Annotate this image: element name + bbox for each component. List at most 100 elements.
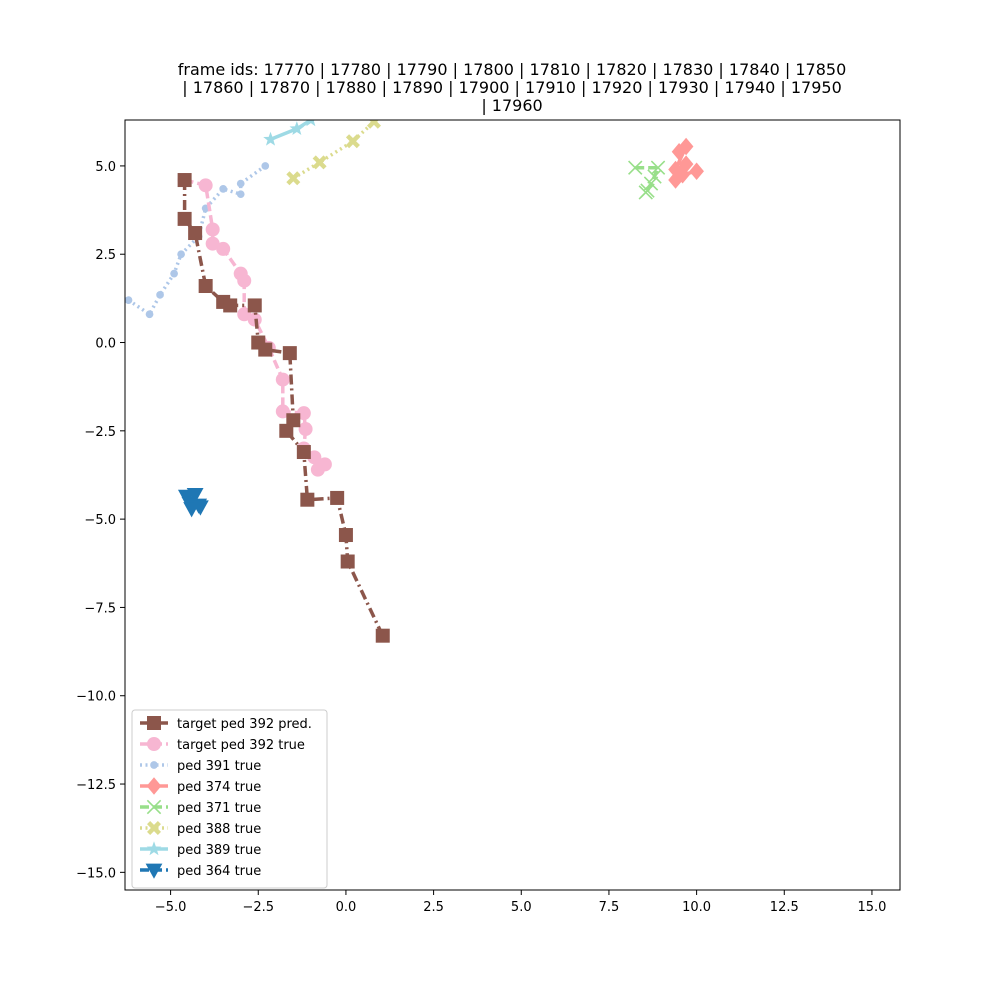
data-point xyxy=(289,121,305,136)
y-tick-label: −7.5 xyxy=(84,601,116,616)
data-point xyxy=(366,120,381,129)
legend-label: ped 391 true xyxy=(177,759,261,774)
data-point xyxy=(678,137,694,156)
data-point xyxy=(307,450,322,465)
x-tick-label: 0.0 xyxy=(336,900,357,915)
data-point xyxy=(170,269,178,278)
chart-title-line: | 17860 | 17870 | 17880 | 17890 | 17900 … xyxy=(182,78,842,97)
y-tick-label: 0.0 xyxy=(95,337,116,352)
legend-marker xyxy=(145,863,163,879)
data-point xyxy=(216,241,231,256)
x-tick-label: 12.5 xyxy=(770,900,799,915)
series-7 xyxy=(177,488,209,518)
data-point xyxy=(678,155,694,173)
series-line xyxy=(269,120,312,142)
y-axis: 5.0 2.5 0.0 −2.5 −5.0 −7.5 −10.0 −12.5 −15.0 xyxy=(76,160,125,881)
data-point xyxy=(236,179,245,188)
legend-marker xyxy=(146,777,162,795)
data-point xyxy=(236,190,245,199)
legend-marker xyxy=(147,821,161,835)
legend-box xyxy=(131,709,328,889)
data-point xyxy=(330,490,345,505)
data-point xyxy=(298,422,313,437)
data-point xyxy=(205,222,220,237)
data-point xyxy=(296,445,311,460)
data-point xyxy=(247,298,262,313)
legend-entry: ped 389 true xyxy=(140,841,261,858)
legend-label: ped 388 true xyxy=(177,822,261,837)
y-tick-label: −5.0 xyxy=(84,513,116,528)
data-point xyxy=(306,120,316,127)
legend-label: ped 374 true xyxy=(177,780,261,795)
data-point xyxy=(286,171,301,186)
legend-label: ped 371 true xyxy=(177,801,261,816)
legend-entry: ped 371 true xyxy=(140,799,261,816)
data-point xyxy=(675,165,690,184)
plot-marks xyxy=(125,120,704,643)
series-0 xyxy=(177,173,390,643)
x-tick-label: 5.0 xyxy=(511,900,532,915)
data-point xyxy=(186,488,204,504)
legend: target ped 392 pred. target ped 392 true p… xyxy=(131,709,328,889)
data-point xyxy=(177,211,192,226)
legend-marker xyxy=(147,737,161,751)
data-point xyxy=(205,236,220,251)
data-point xyxy=(317,457,332,472)
data-point xyxy=(689,162,704,180)
series-1 xyxy=(177,173,332,477)
x-tick-label: −5.0 xyxy=(155,900,187,915)
data-point xyxy=(296,406,311,421)
legend-entry: ped 391 true xyxy=(140,759,261,774)
data-point xyxy=(300,492,315,507)
series-4 xyxy=(628,160,666,200)
y-tick-label: 5.0 xyxy=(95,160,116,175)
y-tick-label: −2.5 xyxy=(84,425,116,440)
series-line xyxy=(292,120,376,180)
x-tick-label: 10.0 xyxy=(682,900,711,915)
data-point xyxy=(219,185,228,193)
data-point xyxy=(279,423,294,438)
plot-frame xyxy=(124,119,901,891)
data-point xyxy=(275,404,290,419)
chart-title-line: frame ids: 17770 | 17780 | 17790 | 17800… xyxy=(178,60,847,79)
x-tick-label: −2.5 xyxy=(242,900,274,915)
legend-entry: target ped 392 true xyxy=(140,737,305,753)
data-point xyxy=(286,413,301,428)
series-5 xyxy=(286,120,381,186)
y-tick-label: −10.0 xyxy=(76,690,116,705)
chart-title: frame ids: 17770 | 17780 | 17790 | 17800… xyxy=(178,60,847,115)
series-line xyxy=(182,180,385,637)
y-tick-label: −15.0 xyxy=(76,866,116,881)
series-3 xyxy=(668,137,704,189)
x-tick-label: 15.0 xyxy=(857,900,886,915)
legend-entry: ped 388 true xyxy=(140,821,261,837)
series-6 xyxy=(263,120,316,146)
data-point xyxy=(338,528,353,543)
data-point xyxy=(312,155,327,170)
series-line xyxy=(127,164,267,317)
data-point xyxy=(375,628,390,643)
legend-label: target ped 392 pred. xyxy=(177,717,312,732)
data-point xyxy=(198,279,213,294)
data-point xyxy=(263,131,278,146)
data-point xyxy=(177,173,192,188)
data-point xyxy=(282,346,297,361)
y-tick-label: −12.5 xyxy=(76,778,116,793)
data-point xyxy=(156,290,164,299)
data-point xyxy=(237,273,252,288)
data-point xyxy=(650,160,666,175)
legend-marker xyxy=(146,841,162,856)
data-point xyxy=(177,250,185,259)
data-point xyxy=(340,554,355,569)
data-point xyxy=(237,307,252,322)
data-point xyxy=(647,169,662,184)
legend-marker xyxy=(147,716,161,730)
series-line xyxy=(635,165,660,194)
data-point xyxy=(188,226,203,241)
data-point xyxy=(261,162,270,170)
legend-marker xyxy=(150,761,158,769)
data-point xyxy=(275,372,290,387)
legend-label: target ped 392 true xyxy=(177,738,305,753)
data-point xyxy=(198,178,213,193)
